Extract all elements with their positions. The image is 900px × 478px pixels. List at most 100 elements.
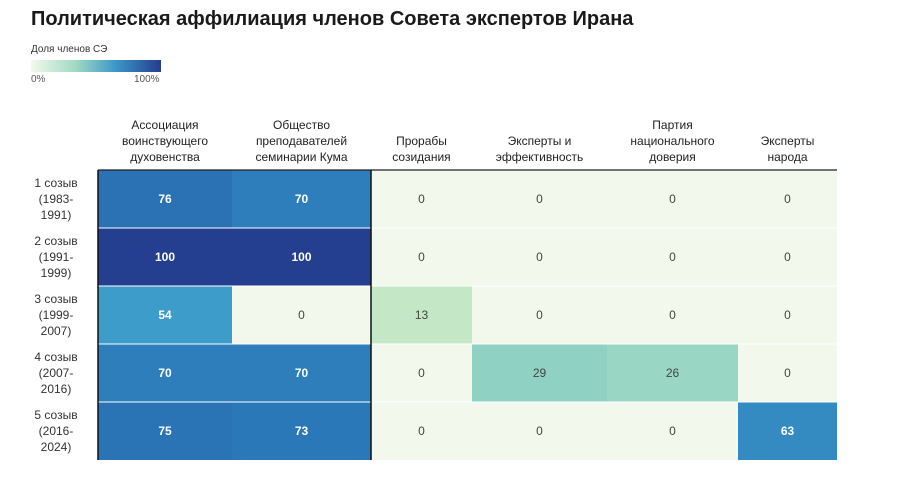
column-header-line: эффективность: [496, 150, 584, 164]
row-label-line: 1991): [41, 208, 72, 222]
heatmap-cell: [371, 170, 472, 228]
row-label-line: 5 созыв: [34, 408, 77, 422]
row-label-line: 2024): [41, 440, 72, 454]
row-label-line: 2016): [41, 382, 72, 396]
column-header-line: доверия: [649, 150, 695, 164]
column-header-3: Прорабы созидания: [392, 134, 450, 164]
cell-value-label: 76: [158, 192, 172, 206]
heatmap-cell: [472, 170, 607, 228]
row-label-line: 4 созыв: [34, 350, 77, 364]
heatmap-cell: [738, 402, 837, 460]
heatmap-cell: [472, 402, 607, 460]
cell-value-label: 73: [295, 424, 309, 438]
column-header-line: духовенства: [130, 150, 200, 164]
heatmap-cell: [472, 286, 607, 344]
cell-value-label: 0: [669, 308, 676, 322]
heatmap-cell: [738, 286, 837, 344]
row-label-3: 3 созыв (1999- 2007): [34, 292, 77, 338]
row-label-1: 1 созыв (1983- 1991): [34, 176, 77, 222]
heatmap-cell: [607, 228, 738, 286]
heatmap-cell: [232, 228, 371, 286]
row-label-line: (2007-: [39, 366, 74, 380]
cell-value-label: 0: [536, 192, 543, 206]
cell-value-label: 0: [298, 308, 305, 322]
cell-value-label: 0: [418, 424, 425, 438]
heatmap-cell: [738, 170, 837, 228]
cell-value-label: 0: [669, 424, 676, 438]
cell-value-label: 0: [784, 366, 791, 380]
cell-value-label: 0: [536, 308, 543, 322]
heatmap-cell: [371, 344, 472, 402]
legend-title: Доля членов СЭ: [31, 44, 108, 55]
column-header-line: преподавателей: [256, 134, 347, 148]
heatmap-cell: [98, 402, 232, 460]
heatmap-cell: [607, 402, 738, 460]
heatmap-cell: [232, 344, 371, 402]
column-header-line: национального: [630, 134, 715, 148]
row-label-5: 5 созыв (2016- 2024): [34, 408, 77, 454]
cell-value-label: 0: [418, 250, 425, 264]
row-label-line: (1991-: [39, 250, 74, 264]
column-header-2: Общество преподавателей семинарии Кума: [255, 118, 347, 164]
heatmap-cell: [232, 286, 371, 344]
heatmap-cell: [98, 228, 232, 286]
heatmap-cell: [232, 402, 371, 460]
cell-value-label: 63: [781, 424, 795, 438]
row-label-line: 2007): [41, 324, 72, 338]
heatmap-cell: [371, 402, 472, 460]
column-header-line: Эксперты: [761, 134, 815, 148]
heatmap-cell: [738, 228, 837, 286]
cell-value-label: 0: [418, 192, 425, 206]
heatmap-cell: [472, 228, 607, 286]
heatmap-cell: [371, 286, 472, 344]
heatmap-cell: [607, 286, 738, 344]
column-header-5: Партия национального доверия: [630, 118, 715, 164]
cell-value-label: 100: [291, 250, 311, 264]
row-label-line: 1999): [41, 266, 72, 280]
row-label-line: 2 созыв: [34, 234, 77, 248]
legend-min-label: 0%: [31, 74, 46, 85]
column-header-1: Ассоциация воинствующего духовенства: [122, 118, 208, 164]
column-header-line: Прорабы: [396, 134, 447, 148]
legend-max-label: 100%: [134, 74, 160, 85]
cell-value-label: 0: [669, 192, 676, 206]
column-header-line: Эксперты и: [508, 134, 572, 148]
cell-value-label: 0: [669, 250, 676, 264]
heatmap-cell: [98, 170, 232, 228]
column-header-line: народа: [767, 150, 807, 164]
heatmap-cell: [607, 344, 738, 402]
row-label-line: 3 созыв: [34, 292, 77, 306]
cell-value-label: 70: [295, 366, 309, 380]
heatmap-cell: [232, 170, 371, 228]
column-header-line: семинарии Кума: [255, 150, 347, 164]
heatmap-cell: [472, 344, 607, 402]
heatmap-cell: [98, 286, 232, 344]
column-header-line: Партия: [652, 118, 692, 132]
column-header-line: Общество: [273, 118, 330, 132]
chart-title: Политическая аффилиация членов Совета эк…: [31, 8, 634, 30]
cell-value-label: 29: [533, 366, 547, 380]
cell-value-label: 13: [415, 308, 429, 322]
row-label-line: 1 созыв: [34, 176, 77, 190]
cell-value-label: 0: [536, 424, 543, 438]
cell-value-label: 100: [155, 250, 175, 264]
cell-value-label: 70: [158, 366, 172, 380]
heatmap-cell: [98, 344, 232, 402]
cell-value-label: 0: [784, 250, 791, 264]
cell-value-label: 54: [158, 308, 172, 322]
column-header-6: Эксперты народа: [761, 134, 815, 164]
cell-value-label: 70: [295, 192, 309, 206]
row-label-line: (1983-: [39, 192, 74, 206]
legend-gradient-bar: [31, 60, 161, 72]
heatmap-cell: [371, 228, 472, 286]
cell-value-label: 26: [666, 366, 680, 380]
heatmap-cell: [607, 170, 738, 228]
row-label-line: (1999-: [39, 308, 74, 322]
cell-value-label: 75: [158, 424, 172, 438]
column-header-line: Ассоциация: [131, 118, 198, 132]
row-label-2: 2 созыв (1991- 1999): [34, 234, 77, 280]
cell-value-label: 0: [784, 192, 791, 206]
cell-value-label: 0: [536, 250, 543, 264]
row-label-line: (2016-: [39, 424, 74, 438]
